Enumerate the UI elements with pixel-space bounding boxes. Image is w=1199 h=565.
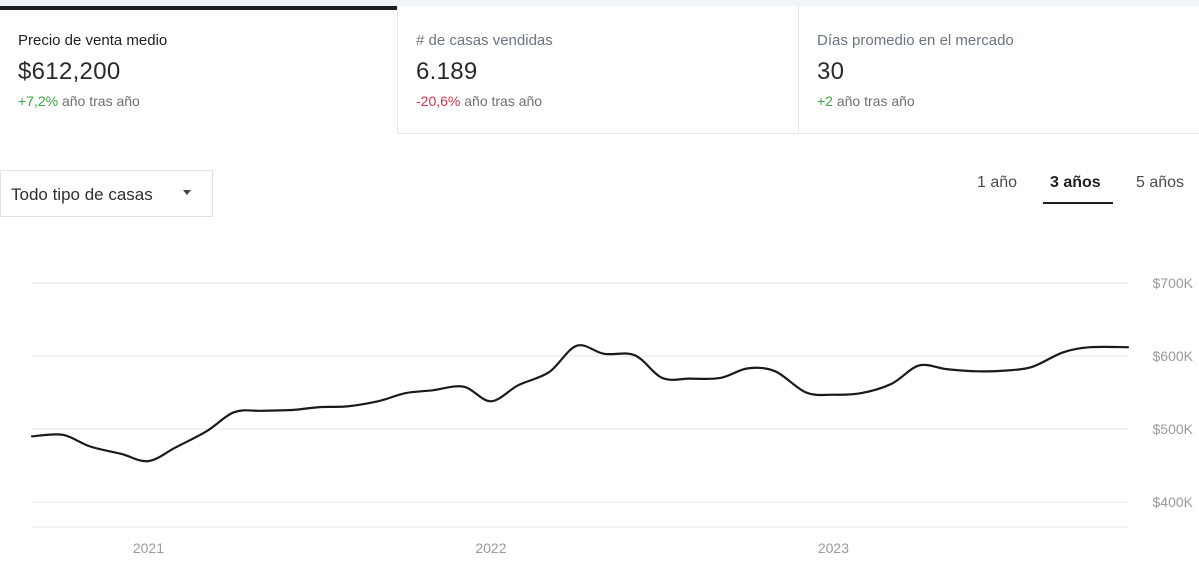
y-tick-label: $700K bbox=[1153, 275, 1194, 291]
tab-median-sale-price[interactable]: Precio de venta medio $612,200 +7,2% año… bbox=[0, 6, 397, 134]
tab-value: 6.189 bbox=[416, 58, 478, 85]
series-line bbox=[30, 344, 1130, 463]
range-3-years[interactable]: 3 años bbox=[1050, 174, 1101, 191]
metric-tabs: Precio de venta medio $612,200 +7,2% año… bbox=[0, 0, 1199, 136]
range-5-years[interactable]: 5 años bbox=[1136, 174, 1185, 191]
tab-homes-sold[interactable]: # de casas vendidas 6.189 -20,6% año tra… bbox=[397, 6, 798, 134]
tab-label: Precio de venta medio bbox=[18, 32, 168, 49]
tab-change: +2 año tras año bbox=[817, 92, 1199, 110]
y-tick-label: $600K bbox=[1153, 348, 1194, 364]
x-tick-label: 2023 bbox=[818, 540, 849, 556]
x-tick-label: 2022 bbox=[475, 540, 506, 556]
tab-value: 30 bbox=[817, 58, 845, 85]
tab-label: Días promedio en el mercado bbox=[817, 32, 1014, 49]
x-tick-label: 2021 bbox=[133, 540, 164, 556]
change-suffix: año tras año bbox=[460, 93, 543, 109]
change-value: +2 bbox=[817, 93, 833, 109]
caret-down-icon bbox=[183, 190, 191, 195]
dropdown-selected-value: Todo tipo de casas bbox=[11, 185, 153, 204]
tab-days-on-market[interactable]: Días promedio en el mercado 30 +2 año tr… bbox=[798, 6, 1199, 134]
change-suffix: año tras año bbox=[832, 93, 915, 109]
home-type-dropdown[interactable]: Todo tipo de casas bbox=[0, 170, 213, 217]
change-value: -20,6% bbox=[416, 93, 461, 109]
tab-change: +7,2% año tras año bbox=[18, 92, 397, 110]
active-range-underline bbox=[1043, 202, 1113, 204]
y-tick-label: $400K bbox=[1153, 494, 1194, 510]
change-suffix: año tras año bbox=[58, 93, 140, 109]
range-1-year[interactable]: 1 año bbox=[977, 174, 1018, 191]
tab-label: # de casas vendidas bbox=[416, 32, 553, 49]
y-tick-label: $500K bbox=[1153, 421, 1194, 437]
tab-change: -20,6% año tras año bbox=[416, 92, 798, 110]
tab-value: $612,200 bbox=[18, 58, 121, 85]
change-value: +7,2% bbox=[18, 93, 59, 109]
tab-bar-background bbox=[0, 0, 1199, 6]
